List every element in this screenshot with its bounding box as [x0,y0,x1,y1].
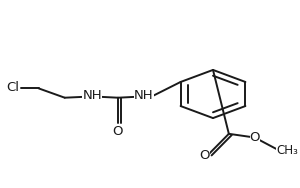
Text: O: O [199,149,210,162]
Text: NH: NH [82,89,102,102]
Text: O: O [250,131,260,144]
Text: CH₃: CH₃ [276,144,298,157]
Text: Cl: Cl [6,81,20,94]
Text: O: O [113,124,123,138]
Text: NH: NH [134,89,154,102]
